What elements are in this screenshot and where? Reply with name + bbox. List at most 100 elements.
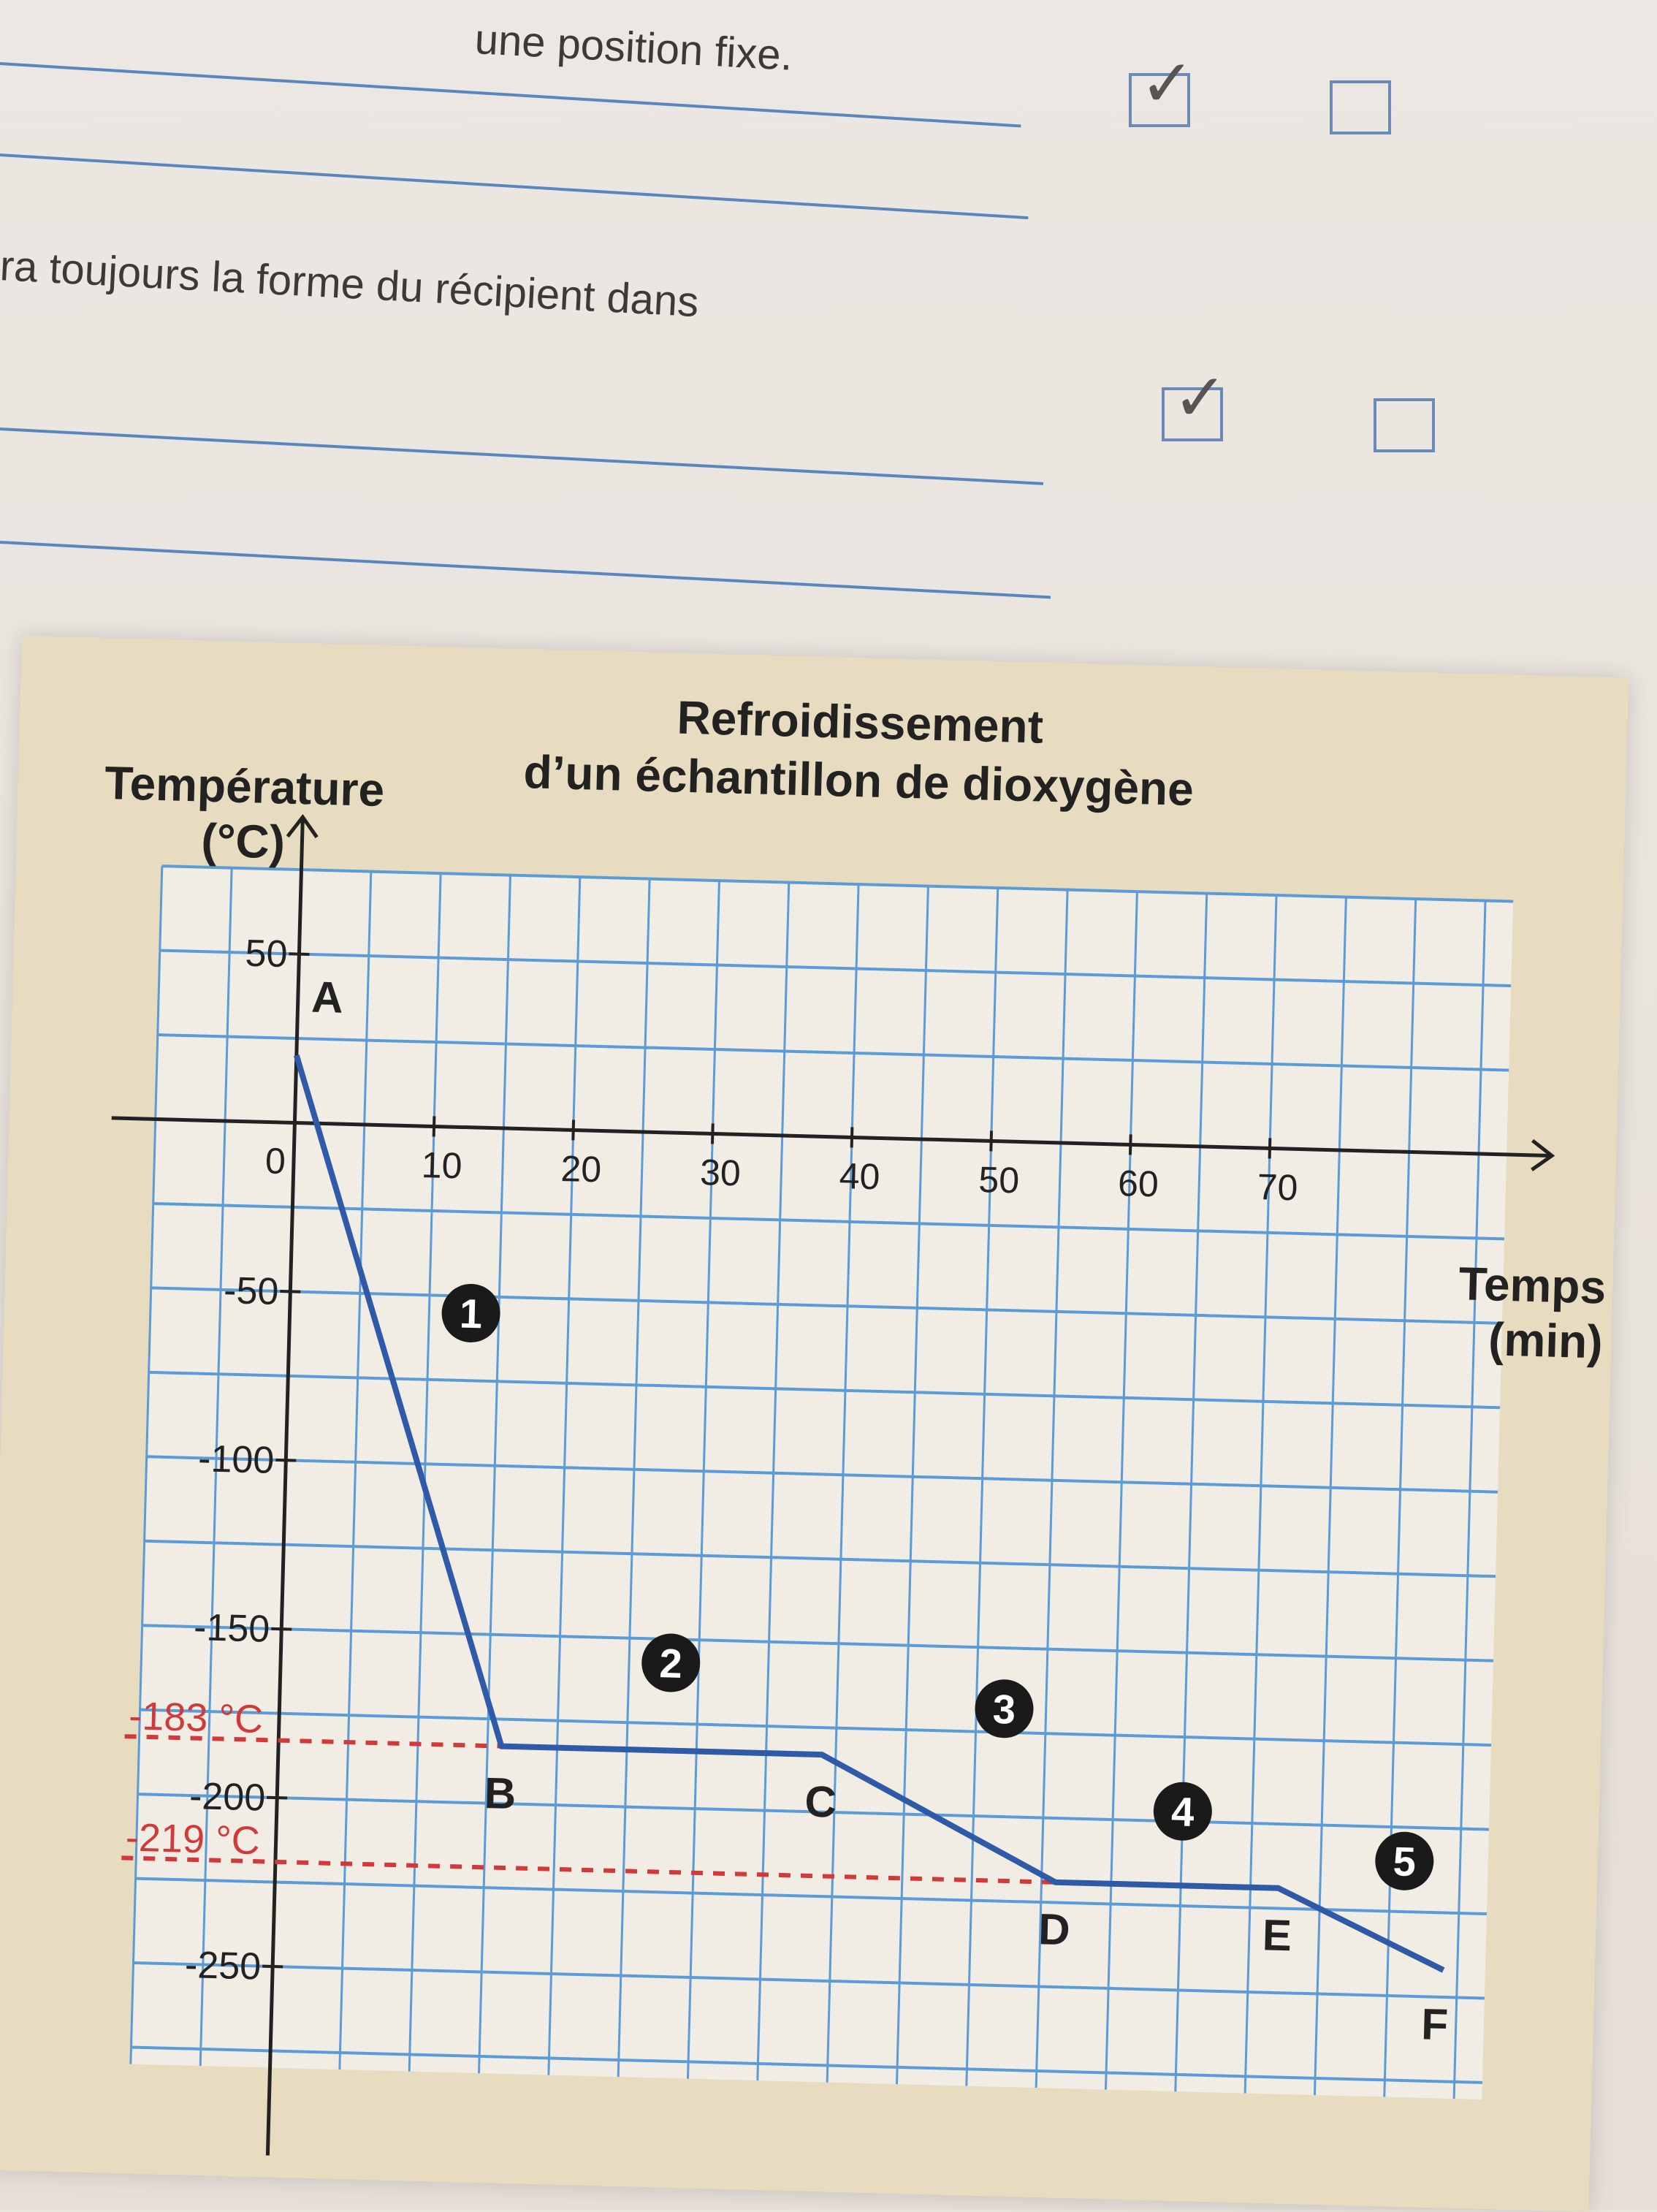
grid-line-vertical (1104, 892, 1138, 2090)
check-mark-icon: ✓ (1140, 47, 1195, 121)
grid-line-horizontal (159, 949, 1512, 988)
grid-line-vertical (756, 882, 791, 2081)
point-label: C (804, 1776, 837, 1826)
grid-line-horizontal (153, 1201, 1505, 1241)
grid-line-horizontal (135, 1877, 1487, 1915)
phase-marker (975, 1679, 1034, 1738)
grid-line-horizontal (131, 2045, 1482, 2084)
y-axis-arrow-icon (286, 813, 319, 839)
grid-line-vertical (1313, 897, 1347, 2096)
x-axis-label: (min) (1488, 1312, 1603, 1368)
grid-line-vertical (1383, 899, 1417, 2097)
answer-line (0, 541, 1051, 599)
point-label: E (1262, 1910, 1292, 1960)
phase-marker (641, 1633, 701, 1692)
false-checkbox-1[interactable] (1330, 80, 1391, 134)
y-tick (280, 1290, 301, 1293)
x-axis-label: Temps (1458, 1257, 1607, 1313)
x-tick-label: 10 (421, 1144, 462, 1186)
y-tick (262, 1964, 283, 1969)
grid-line-horizontal (148, 1370, 1501, 1410)
point-label: F (1421, 1999, 1449, 2049)
x-tick-label: 0 (264, 1140, 286, 1182)
phase-marker (1153, 1782, 1212, 1841)
point-label: A (311, 973, 343, 1022)
grid-line-horizontal (146, 1455, 1498, 1494)
grid-line-vertical (687, 881, 720, 2079)
y-tick (275, 1458, 297, 1462)
grid-line-vertical (895, 886, 929, 2085)
y-axis-label: Température (104, 756, 385, 816)
reference-label: -183 °C (129, 1694, 264, 1741)
x-tick-label: 60 (1117, 1163, 1159, 1204)
reference-line (124, 1734, 502, 1749)
x-tick (850, 1127, 854, 1148)
y-axis (265, 818, 305, 2156)
reference-label: -219 °C (125, 1815, 260, 1863)
answer-line (0, 427, 1044, 485)
x-tick (1128, 1134, 1132, 1155)
grid-line-vertical (129, 866, 164, 2064)
grid-line-vertical (965, 888, 999, 2086)
question-text-1: une position fixe. (473, 15, 794, 80)
grid-line-horizontal (133, 1961, 1485, 2000)
x-tick (293, 1112, 297, 1133)
answer-line (0, 153, 1029, 220)
x-axis (111, 1116, 1551, 1158)
cooling-curve-line (293, 1054, 1445, 1973)
phase-marker (441, 1283, 500, 1342)
y-tick-label: -250 (184, 1944, 262, 1988)
grid-line-horizontal (151, 1286, 1503, 1325)
grid-line-vertical (408, 873, 442, 2072)
grid-line-horizontal (140, 1708, 1492, 1747)
cooling-curve-chart: -183 °C -219 °C 0 10 20 30 40 50 60 70 50 -50 -100 -1… (104, 691, 1607, 2156)
question-text-2: ra toujours la forme du récipient dans (0, 242, 700, 327)
grid-line-horizontal (157, 1033, 1509, 1072)
x-tick-label: 70 (1257, 1166, 1298, 1208)
y-tick-label: -50 (223, 1269, 279, 1313)
chart-title: d’un échantillon de dioxygène (523, 745, 1195, 816)
grid-line-horizontal (137, 1793, 1489, 1831)
x-tick (432, 1116, 436, 1137)
x-tick (1268, 1138, 1272, 1159)
grid-line-vertical (547, 877, 582, 2075)
phase-number: 4 (1170, 1788, 1195, 1835)
y-axis-label: (°C) (201, 814, 286, 869)
chart-card: -183 °C -219 °C 0 10 20 30 40 50 60 70 50 -50 -100 -1… (0, 636, 1629, 2212)
check-mark-icon: ✓ (1173, 362, 1228, 435)
grid-line-vertical (1243, 895, 1278, 2094)
phase-number: 3 (992, 1686, 1016, 1733)
grid-line-vertical (1452, 900, 1487, 2099)
grid-line-vertical (1035, 889, 1069, 2089)
x-tick-label: 30 (699, 1152, 741, 1193)
answer-line (0, 62, 1021, 128)
chart-title: Refroidissement (677, 691, 1044, 753)
grid-line-vertical (478, 875, 511, 2074)
grid-line-vertical (826, 884, 860, 2083)
phase-number: 2 (659, 1640, 683, 1687)
false-checkbox-2[interactable] (1374, 398, 1435, 452)
point-label: D (1037, 1904, 1070, 1954)
y-tick (271, 1627, 292, 1631)
reference-line (121, 1855, 1056, 1885)
y-tick-label: 50 (245, 932, 288, 976)
x-tick (711, 1123, 715, 1144)
true-checkbox-2[interactable] (1162, 387, 1223, 441)
phase-marker (1375, 1831, 1434, 1890)
y-tick-label: -150 (193, 1606, 270, 1651)
x-tick-label: 40 (839, 1155, 880, 1197)
grid-line-horizontal (144, 1539, 1496, 1578)
grid-line-vertical (617, 878, 651, 2078)
grid-line-vertical (199, 867, 233, 2067)
y-tick-label: -100 (197, 1437, 275, 1482)
grid-line-horizontal (142, 1624, 1494, 1662)
x-tick-label: 50 (978, 1159, 1020, 1201)
true-checkbox-1[interactable] (1129, 73, 1190, 127)
grid-line-vertical (338, 871, 373, 2070)
x-tick-label: 20 (560, 1148, 602, 1190)
phase-number: 1 (459, 1291, 483, 1337)
x-axis-arrow-icon (1531, 1139, 1555, 1171)
grid-line-horizontal (161, 864, 1514, 903)
x-tick (571, 1120, 576, 1141)
phase-number: 5 (1393, 1838, 1417, 1885)
